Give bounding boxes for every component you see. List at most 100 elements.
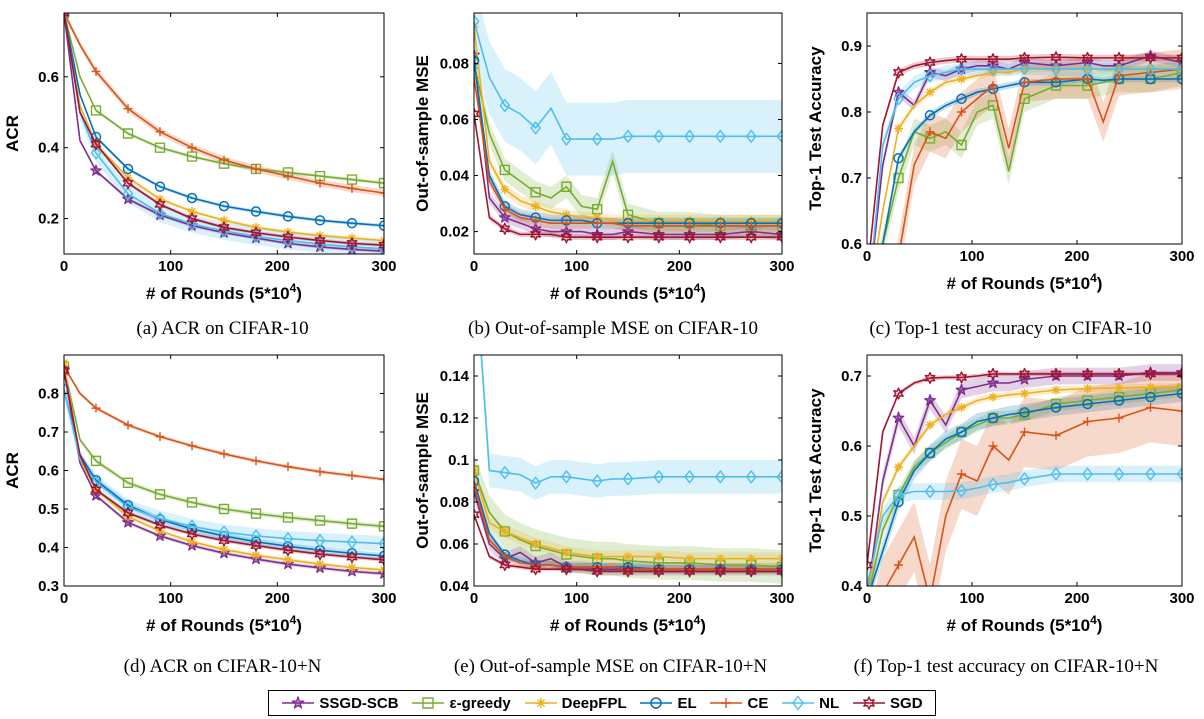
point-EL	[1176, 73, 1182, 85]
point-ε-greedy	[863, 306, 872, 315]
point-CE	[1114, 71, 1124, 81]
legend-entry: DeepFPL	[524, 695, 627, 712]
point-SGD	[745, 565, 757, 578]
point-CE	[531, 215, 541, 225]
point-NL	[1145, 62, 1156, 76]
x-tick-label: 0	[470, 258, 478, 275]
point-CE	[219, 449, 229, 459]
x-tick-label: 100	[959, 248, 984, 265]
point-EL	[282, 211, 294, 222]
band-NL	[64, 381, 384, 552]
y-tick-label: 0.8	[841, 104, 862, 121]
point-DeepFPL	[957, 74, 966, 84]
series-line-SSGD-SCB	[64, 13, 384, 252]
point-SSGD-SCB	[776, 228, 782, 240]
point-DeepFPL	[219, 544, 229, 554]
plot-area-a	[64, 13, 384, 254]
point-EL	[924, 447, 936, 459]
point-NL	[1019, 472, 1030, 486]
point-DeepFPL	[925, 87, 935, 97]
point-EL	[90, 131, 102, 143]
band-NL	[867, 465, 1182, 586]
point-ε-greedy	[346, 518, 358, 529]
point-EL	[186, 192, 198, 204]
point-SGD	[1082, 367, 1093, 380]
point-EL	[154, 181, 166, 192]
series-line-DeepFPL	[474, 26, 782, 222]
series-line-EL	[474, 60, 782, 224]
y-tick-label: 0.4	[841, 578, 863, 595]
point-SGD	[622, 231, 634, 244]
band-NL	[474, 13, 782, 176]
x-tick-label: 100	[564, 590, 589, 607]
point-SGD	[378, 239, 384, 252]
x-axis-label: # of Rounds (5*104)	[146, 613, 302, 635]
point-CE	[1051, 74, 1061, 84]
series-line-CE	[474, 77, 782, 227]
point-CE	[926, 596, 935, 605]
point-SGD	[776, 231, 782, 244]
series-line-SGD	[64, 13, 384, 246]
point-EL	[378, 550, 384, 562]
legend-swatch	[412, 697, 445, 709]
chart-legend: SSGD-SCB ε-greedy DeepFPL EL CE NL SGD	[268, 690, 936, 716]
series-line-NL	[872, 67, 1182, 244]
x-tick-label: 200	[667, 590, 692, 607]
x-tick-label: 100	[959, 590, 984, 607]
point-SGD	[530, 228, 541, 241]
series-line-SSGD-SCB	[873, 55, 1182, 244]
point-CE	[1020, 427, 1029, 437]
point-NL	[924, 484, 936, 499]
x-tick-label: 100	[158, 590, 183, 607]
point-DeepFPL	[347, 563, 357, 573]
point-ε-greedy	[218, 158, 230, 169]
point-DeepFPL	[654, 215, 664, 225]
point-SGD	[1176, 367, 1182, 380]
x-tick-label: 100	[158, 258, 183, 275]
x-tick-label: 200	[667, 258, 692, 275]
point-SSGD-SCB	[622, 225, 634, 237]
x-tick-label: 300	[371, 590, 396, 607]
point-ε-greedy	[474, 465, 480, 476]
legend-marker-square	[422, 697, 435, 709]
point-DeepFPL	[685, 215, 695, 225]
band-SSGD-SCB	[867, 364, 1182, 586]
y-tick-label: 0.5	[841, 508, 862, 525]
point-DeepFPL	[746, 554, 756, 564]
point-NL	[1176, 467, 1182, 481]
point-SSGD-SCB	[924, 66, 936, 78]
legend-label: SSGD-SCB	[319, 694, 399, 712]
point-NL	[346, 535, 358, 549]
series-line-SGD	[64, 370, 384, 561]
point-CE	[474, 480, 479, 490]
x-axis-label: # of Rounds (5*104)	[550, 613, 706, 635]
point-DeepFPL	[1083, 384, 1092, 394]
legend-entry: ε-greedy	[411, 695, 511, 712]
point-NL	[90, 146, 102, 160]
point-CE	[474, 72, 479, 82]
point-SGD	[591, 565, 603, 578]
y-tick-label: 0.12	[440, 410, 469, 427]
point-SGD	[893, 387, 904, 400]
point-NL	[653, 129, 664, 143]
point-CE	[1083, 74, 1092, 84]
point-NL	[530, 121, 541, 135]
point-DeepFPL	[1051, 385, 1061, 395]
point-ε-greedy	[987, 100, 999, 111]
point-DeepFPL	[283, 555, 293, 565]
point-NL	[956, 62, 967, 76]
point-SGD	[122, 506, 134, 519]
point-ε-greedy	[122, 128, 134, 139]
point-CE	[187, 441, 197, 451]
point-ε-greedy	[1050, 80, 1062, 91]
panel-e: 0 100 200 300 0.04 0.06 0.08 0.1 0.12 0.14 # of Ro…	[413, 354, 795, 635]
point-SGD	[776, 565, 782, 578]
point-CE	[957, 469, 966, 479]
point-SGD	[530, 563, 541, 576]
point-ε-greedy	[314, 515, 326, 526]
point-DeepFPL	[219, 215, 229, 225]
point-CE	[187, 143, 197, 153]
point-CE	[1146, 403, 1155, 412]
point-SSGD-SCB	[955, 383, 968, 396]
